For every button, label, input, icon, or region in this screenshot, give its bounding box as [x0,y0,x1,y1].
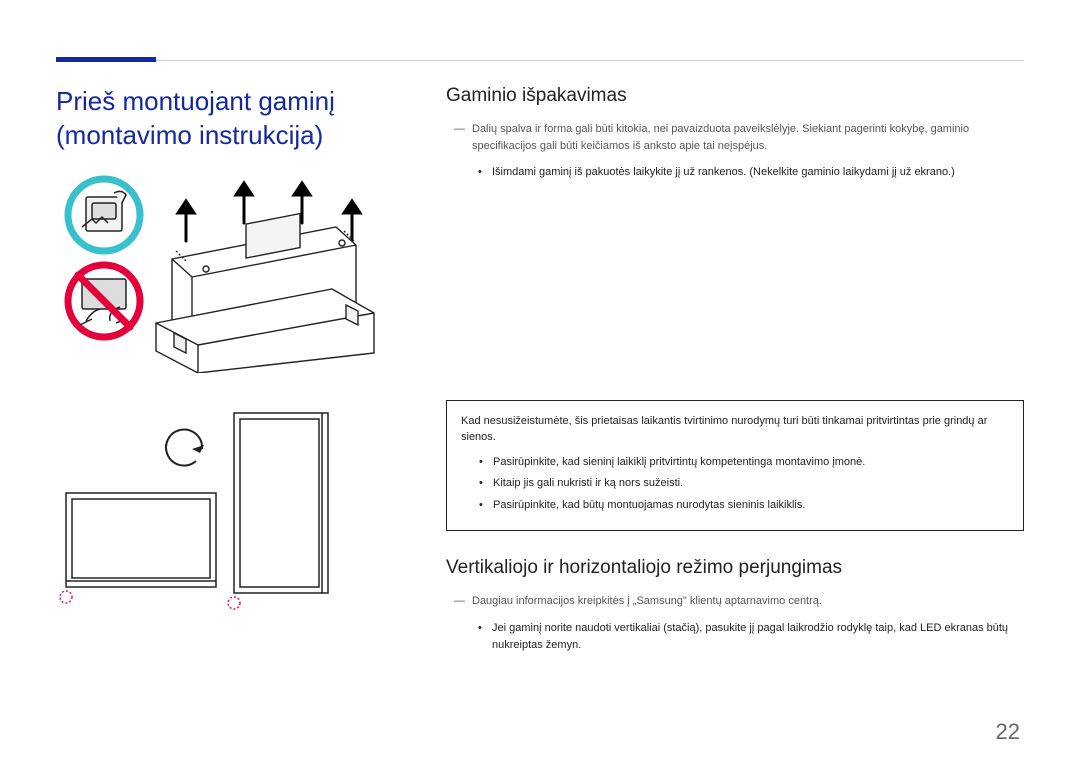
bullet-item: Pasirūpinkite, kad sieninį laikiklį prit… [479,454,1009,472]
note-unpacking: Dalių spalva ir forma gali būti kitokia,… [460,121,1024,154]
diagram-unpack [56,173,376,373]
top-rule [56,60,1024,61]
bullets-rotation: Jei gaminį norite naudoti vertikaliai (s… [478,620,1024,655]
accent-bar [56,57,156,62]
note-rotation: Daugiau informacijos kreipkitės į „Samsu… [460,593,1024,610]
bullet-item: Pasirūpinkite, kad būtų montuojamas nuro… [479,497,1009,515]
warning-box: Kad nesusižeistumėte, šis prietaisas lai… [446,400,1024,532]
bullet-item: Jei gaminį norite naudoti vertikaliai (s… [478,620,1024,655]
diagram-orientation [56,403,376,613]
section-title: Prieš montuojant gaminį (montavimo instr… [56,85,406,153]
bullet-item: Išimdami gaminį iš pakuotės laikykite jį… [478,164,1024,182]
page-number: 22 [996,719,1020,745]
bullet-item: Kitaip jis gali nukristi ir ką nors suže… [479,475,1009,493]
warning-text: Kad nesusižeistumėte, šis prietaisas lai… [461,413,1009,446]
bullets-unpacking: Išimdami gaminį iš pakuotės laikykite jį… [478,164,1024,182]
heading-rotation: Vertikaliojo ir horizontaliojo režimo pe… [446,557,1024,579]
heading-unpacking: Gaminio išpakavimas [446,85,1024,107]
